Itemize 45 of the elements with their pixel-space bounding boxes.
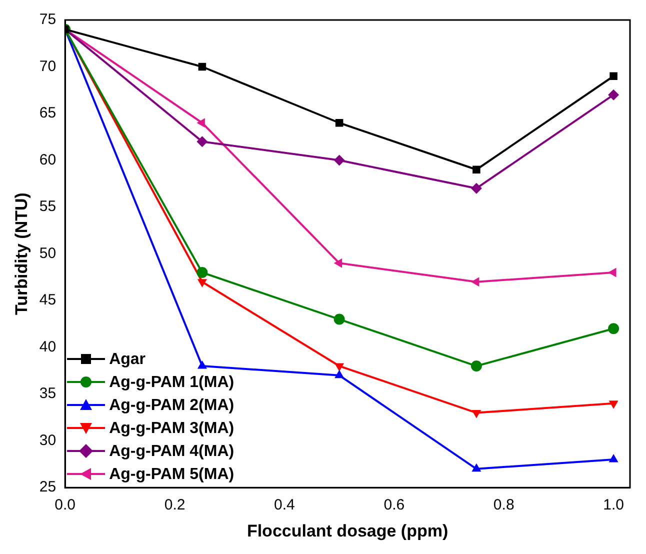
point — [470, 360, 482, 372]
point — [334, 154, 345, 166]
point — [608, 400, 618, 409]
legend-label: Ag-g-PAM 3(MA) — [109, 418, 234, 439]
y-tick-label: 25 — [39, 478, 56, 496]
point — [608, 268, 616, 278]
x-tick-label: 0.4 — [274, 496, 295, 514]
legend-label: Ag-g-PAM 5(MA) — [109, 464, 234, 485]
x-tick-label: 0.2 — [164, 496, 186, 514]
point — [334, 363, 344, 372]
x-axis-title: Flocculant dosage (ppm) — [246, 521, 448, 540]
y-tick-label: 45 — [39, 292, 56, 309]
y-tick-label: 70 — [39, 58, 56, 75]
x-tick-label: 0.0 — [54, 496, 76, 514]
y-tick-label: 40 — [39, 338, 56, 356]
y-tick-label: 50 — [39, 244, 56, 262]
point — [198, 62, 206, 71]
point — [196, 118, 205, 128]
point — [335, 118, 344, 127]
point — [470, 277, 480, 287]
point — [610, 72, 618, 80]
point — [196, 267, 208, 278]
y-tick-label: 65 — [39, 104, 56, 122]
point — [472, 166, 480, 174]
point — [470, 182, 482, 194]
point — [608, 89, 620, 100]
x-tick-label: 0.8 — [493, 496, 514, 514]
x-tick-label: 0.6 — [384, 496, 405, 514]
legend-label: Ag-g-PAM 4(MA) — [109, 442, 234, 462]
point — [608, 323, 620, 334]
x-tick-label: 1.0 — [603, 496, 624, 514]
y-axis-title: Turbidity (NTU) — [12, 192, 31, 316]
point — [334, 314, 345, 325]
point — [196, 136, 208, 148]
y-tick-label: 35 — [39, 385, 56, 402]
y-tick-label: 60 — [39, 151, 56, 168]
point — [472, 410, 482, 418]
legend-label: Agar — [109, 350, 146, 370]
legend-label: Ag-g-PAM 1(MA) — [109, 372, 234, 393]
point — [334, 258, 342, 268]
point — [197, 279, 207, 288]
y-tick-label: 55 — [39, 198, 56, 216]
y-tick-label: 30 — [39, 432, 56, 449]
legend-label: Ag-g-PAM 2(MA) — [109, 396, 234, 416]
y-tick-label: 75 — [39, 11, 56, 28]
